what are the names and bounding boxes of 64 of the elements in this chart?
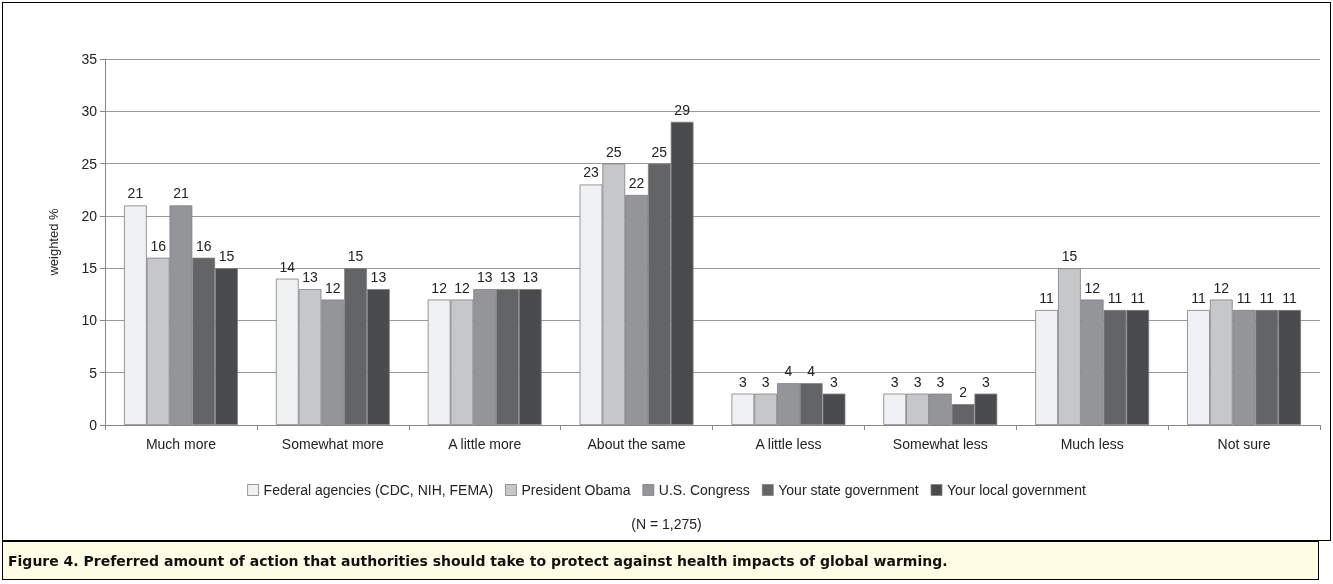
data-label: 16 bbox=[150, 237, 167, 254]
y-tick-label: 35 bbox=[81, 51, 98, 67]
y-tick-label: 25 bbox=[81, 155, 98, 172]
data-label: 12 bbox=[454, 279, 470, 296]
legend-label: Federal agencies (CDC, NIH, FEMA) bbox=[263, 482, 494, 498]
x-tick-label: Not sure bbox=[1217, 436, 1271, 452]
x-tick-label: A little less bbox=[755, 436, 822, 452]
y-axis-title: weighted % bbox=[46, 207, 61, 277]
data-label: 3 bbox=[890, 373, 899, 390]
data-label: 11 bbox=[1236, 289, 1252, 306]
y-tick-label: 0 bbox=[89, 417, 98, 433]
y-tick-label: 20 bbox=[81, 207, 98, 224]
y-tick-label: 10 bbox=[81, 312, 98, 329]
data-label: 13 bbox=[522, 269, 539, 286]
data-label: 12 bbox=[1084, 279, 1101, 296]
data-label: 3 bbox=[738, 373, 747, 390]
data-label: 4 bbox=[807, 363, 816, 380]
x-tick-label: Much more bbox=[145, 436, 217, 452]
data-label: 3 bbox=[936, 373, 945, 390]
data-label: 13 bbox=[499, 269, 516, 286]
data-label: 14 bbox=[279, 258, 296, 275]
data-label: 23 bbox=[583, 164, 599, 181]
data-label: 13 bbox=[370, 269, 387, 286]
data-label: 11 bbox=[1191, 289, 1206, 306]
legend-label: President Obama bbox=[521, 482, 631, 498]
x-tick-label: About the same bbox=[587, 436, 686, 452]
data-label: 2 bbox=[959, 384, 968, 401]
data-label: 21 bbox=[173, 185, 189, 202]
legend-label: Your local government bbox=[947, 482, 1086, 498]
data-label: 11 bbox=[1039, 289, 1055, 306]
data-label: 3 bbox=[830, 373, 839, 390]
data-label: 29 bbox=[674, 101, 691, 118]
y-tick-label: 15 bbox=[81, 260, 98, 277]
data-label: 11 bbox=[1259, 289, 1275, 306]
data-label: 11 bbox=[1107, 289, 1123, 306]
legend-label: Your state government bbox=[778, 482, 919, 498]
data-label: 13 bbox=[302, 269, 319, 286]
data-label: 21 bbox=[127, 185, 144, 202]
data-label: 15 bbox=[347, 248, 364, 265]
data-label: 16 bbox=[195, 237, 212, 254]
x-tick-label: Somewhat more bbox=[281, 436, 384, 452]
caption: Figure 4. Preferred amount of action that authorities should take to protect against health impacts of global warming. bbox=[2, 541, 1319, 580]
data-label: 3 bbox=[981, 373, 990, 390]
data-label: 4 bbox=[784, 363, 793, 380]
data-label: 11 bbox=[1130, 289, 1146, 306]
data-label: 3 bbox=[913, 373, 922, 390]
y-tick-label: 30 bbox=[81, 103, 98, 120]
legend-label: U.S. Congress bbox=[658, 482, 750, 498]
text: (N = 1,275) bbox=[630, 516, 703, 532]
data-label: 11 bbox=[1282, 289, 1298, 306]
data-label: 22 bbox=[628, 174, 645, 191]
data-label: 25 bbox=[605, 143, 622, 160]
x-tick-label: Much less bbox=[1060, 436, 1124, 452]
data-label: 12 bbox=[325, 279, 341, 296]
data-label: 25 bbox=[651, 143, 668, 160]
y-tick-label: 5 bbox=[89, 364, 98, 381]
data-label: 15 bbox=[218, 248, 235, 265]
data-label: 15 bbox=[1061, 248, 1078, 265]
x-tick-label: Somewhat less bbox=[892, 436, 988, 452]
x-tick-label: A little more bbox=[448, 436, 522, 452]
data-label: 12 bbox=[431, 279, 448, 296]
data-label: 13 bbox=[476, 269, 493, 286]
data-label: 12 bbox=[1213, 279, 1230, 296]
data-label: 3 bbox=[761, 373, 770, 390]
